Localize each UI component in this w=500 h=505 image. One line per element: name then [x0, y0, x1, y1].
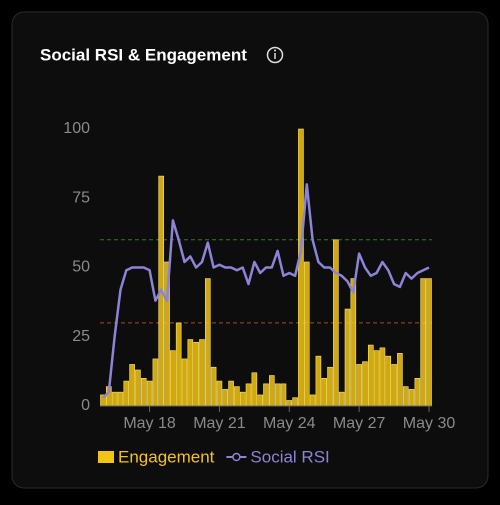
bar: [286, 400, 293, 407]
bar: [315, 355, 322, 407]
x-tick-label: May 21: [193, 415, 246, 432]
bar: [135, 369, 141, 407]
bar: [420, 278, 426, 407]
y-tick-label: 75: [72, 189, 90, 206]
bar: [181, 358, 188, 407]
bar: [327, 366, 333, 407]
bar: [251, 372, 258, 407]
bar: [269, 375, 275, 407]
info-icon[interactable]: [266, 46, 284, 64]
bar: [140, 377, 147, 407]
bar: [373, 350, 380, 407]
legend-swatch: [98, 451, 114, 463]
bar: [280, 383, 287, 407]
bar: [362, 361, 368, 407]
legend-label: Engagement: [118, 447, 215, 466]
bar: [257, 394, 263, 407]
bar: [397, 353, 403, 407]
bar: [344, 308, 351, 407]
bar: [309, 394, 316, 407]
bar: [274, 383, 281, 407]
bar: [245, 383, 252, 407]
bar: [408, 389, 415, 407]
bar: [228, 380, 234, 407]
bar: [367, 344, 374, 407]
legend-marker: [232, 452, 241, 462]
x-tick-label: May 27: [333, 415, 386, 432]
bar: [129, 364, 135, 407]
bar: [216, 380, 223, 407]
chart-title: Social RSI & Engagement: [40, 45, 247, 64]
bar: [152, 358, 159, 407]
bar: [402, 386, 409, 407]
y-tick-label: 50: [72, 259, 90, 276]
x-tick-label: May 24: [263, 415, 316, 432]
legend-label: Social RSI: [250, 447, 329, 466]
bar: [292, 397, 298, 407]
x-tick-label: May 18: [123, 415, 176, 432]
bar: [356, 364, 362, 407]
bar: [222, 389, 229, 407]
bar: [234, 386, 240, 407]
bar: [146, 380, 153, 407]
bar: [298, 128, 304, 407]
bar: [199, 339, 205, 407]
bar: [333, 239, 339, 407]
y-tick-label: 0: [81, 397, 90, 414]
bar: [123, 380, 130, 407]
bar: [350, 278, 357, 407]
bar: [210, 366, 217, 407]
bar: [303, 261, 310, 407]
bar: [204, 278, 211, 407]
bar: [426, 278, 432, 407]
bar: [239, 391, 246, 407]
bar: [263, 383, 269, 407]
bar: [321, 377, 328, 407]
bar: [187, 339, 194, 407]
x-tick-label: May 30: [403, 415, 456, 432]
bar: [117, 391, 124, 407]
bar: [193, 341, 199, 407]
bar: [391, 364, 397, 407]
bar: [414, 377, 421, 407]
line: [102, 183, 430, 399]
bar: [170, 350, 176, 407]
bar: [385, 355, 392, 407]
y-tick-label: 100: [63, 120, 90, 137]
bar: [175, 322, 182, 407]
bar: [111, 391, 118, 407]
bar: [379, 347, 386, 407]
bar: [338, 391, 345, 407]
y-tick-label: 25: [72, 328, 90, 345]
